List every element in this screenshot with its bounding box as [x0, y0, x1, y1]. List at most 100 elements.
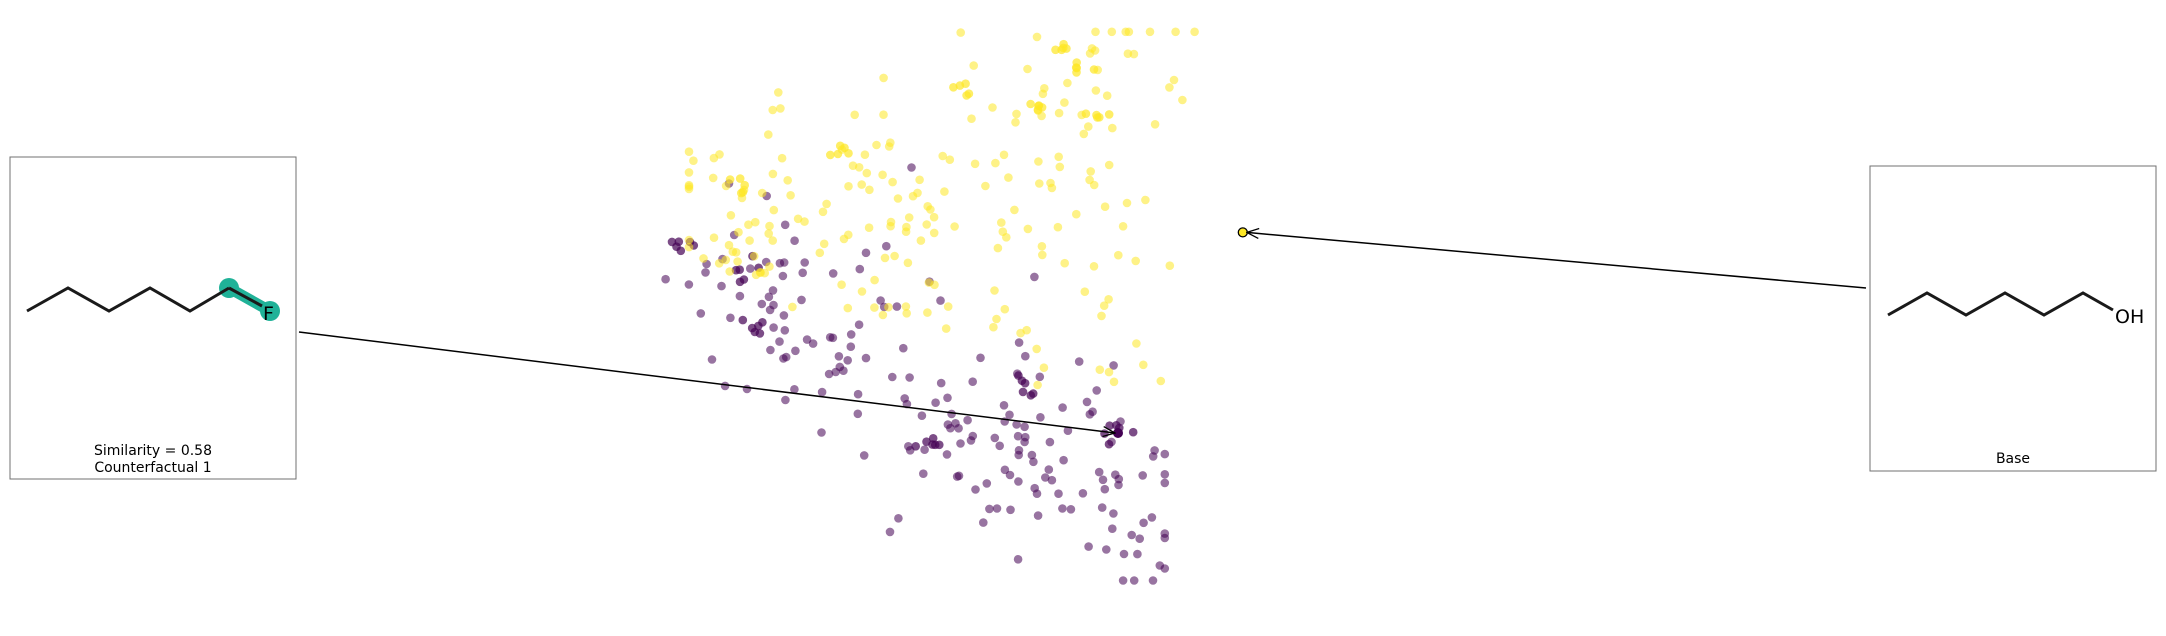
scatter-point-class-0	[674, 237, 684, 246]
scatter-point-class-1	[1032, 344, 1041, 354]
scatter-point-class-0	[1082, 397, 1092, 407]
scatter-point-class-1	[941, 324, 951, 333]
scatter-point-class-1	[684, 235, 694, 245]
scatter-point-class-1	[901, 302, 911, 311]
scatter-point-class-1	[689, 156, 698, 165]
scatter-point-class-0	[1005, 410, 1014, 420]
scatter-point-class-0	[754, 321, 763, 331]
scatter-point-class-1	[1091, 27, 1100, 37]
scatter-point-class-1	[744, 220, 753, 229]
scatter-point-class-0	[968, 431, 978, 441]
scatter-point-class-1	[818, 207, 828, 217]
scatter-point-class-0	[1094, 467, 1104, 477]
scatter-point-class-1	[922, 220, 931, 229]
scatter-point-class-1	[879, 110, 888, 119]
scatter-point-class-0	[843, 356, 852, 365]
scatter-point-class-1	[709, 233, 719, 242]
scatter-point-class-1	[1033, 380, 1042, 390]
scatter-point-class-0	[828, 269, 838, 278]
scatter-point-class-0	[853, 389, 863, 399]
scatter-point-class-1	[970, 159, 980, 169]
scatter-point-class-0	[943, 393, 952, 403]
scatter-point-class-0	[1014, 446, 1024, 455]
scatter-point-class-0	[735, 291, 745, 301]
scatter-point-class-1	[999, 150, 1009, 160]
scatter-point-class-1	[967, 114, 976, 123]
scatter-point-class-1	[745, 236, 754, 245]
scatter-point-class-1	[949, 83, 958, 92]
scatter-point-class-0	[1127, 530, 1136, 540]
scatter-point-class-0	[846, 330, 856, 339]
base-panel: OH Base	[1869, 165, 2157, 472]
scatter-point-class-0	[661, 274, 670, 284]
scatter-point-class-0	[1133, 549, 1142, 559]
scatter-point-class-1	[950, 222, 959, 231]
scatter-point-class-1	[1108, 123, 1117, 133]
scatter-point-class-0	[971, 485, 980, 494]
scatter-point-class-1	[991, 158, 1000, 168]
scatter-point-class-0	[846, 342, 856, 352]
scatter-point-class-1	[1010, 205, 1019, 215]
scatter-point-class-0	[911, 442, 920, 451]
scatter-point-class-1	[862, 168, 872, 178]
scatter-point-class-1	[992, 314, 1001, 324]
scatter-point-class-1	[765, 262, 774, 271]
scatter-point-class-1	[1107, 27, 1117, 37]
scatter-point-class-0	[1102, 545, 1111, 554]
scatter-point-class-0	[1013, 555, 1023, 564]
scatter-point-class-0	[1104, 439, 1114, 449]
scatter-point-class-0	[717, 281, 726, 291]
scatter-point-class-1	[1040, 84, 1049, 93]
scatter-point-class-1	[1055, 162, 1065, 172]
scatter-point-class-0	[790, 236, 799, 245]
scatter-point-class-1	[916, 236, 926, 245]
scatter-point-class-0	[1045, 437, 1055, 447]
scatter-point-class-1	[848, 161, 858, 170]
scatter-point-class-1	[1092, 110, 1101, 120]
scatter-point-class-1	[955, 81, 965, 90]
scatter-point-class-1	[777, 153, 787, 163]
scatter-point-class-1	[699, 254, 708, 263]
scatter-point-class-0	[885, 527, 895, 537]
base-arrow	[1247, 232, 1867, 289]
scatter-point-class-0	[1160, 470, 1170, 479]
scatter-point-class-1	[1095, 365, 1105, 375]
scatter-point-class-1	[878, 170, 887, 180]
scatter-point-class-1	[1156, 376, 1166, 386]
scatter-point-class-1	[981, 181, 990, 191]
scatter-point-class-1	[1141, 195, 1150, 205]
scatter-point-class-1	[1060, 98, 1069, 107]
similarity-label: Similarity = 0.58	[94, 443, 212, 459]
scatter-point-class-0	[1029, 457, 1038, 467]
scatter-point-class-0	[684, 280, 694, 289]
scatter-point-class-0	[834, 352, 844, 361]
scatter-point-class-0	[1128, 427, 1138, 437]
scatter-point-class-1	[822, 199, 831, 209]
scatter-point-class-1	[1022, 325, 1031, 335]
scatter-point-class-1	[733, 257, 742, 266]
carbon-chain-bonds	[26, 286, 230, 313]
scatter-point-class-0	[768, 286, 778, 295]
scatter-point-class-1	[1132, 339, 1141, 348]
scatter-point-class-0	[1013, 431, 1023, 441]
scatter-point-class-1	[864, 223, 874, 232]
scatter-point-class-0	[861, 353, 871, 363]
scatter-point-class-0	[766, 345, 775, 355]
scatter-point-class-0	[1135, 534, 1144, 543]
scatter-point-class-1	[923, 308, 932, 317]
scatter-point-class-0	[696, 309, 706, 318]
scatter-point-class-1	[714, 259, 724, 268]
scatter-point-class-0	[835, 362, 845, 372]
scatter-point-class-1	[884, 302, 893, 312]
scatter-point-class-0	[982, 479, 992, 488]
base-molecule: OH	[1887, 291, 2144, 328]
scatter-point-class-0	[992, 504, 1002, 513]
scatter-point-class-0	[1092, 386, 1101, 395]
base-panel-frame	[1869, 165, 2157, 472]
scatter-point-class-1	[962, 91, 971, 100]
scatter-point-class-0	[707, 355, 717, 364]
scatter-point-class-1	[728, 247, 738, 256]
scatter-point-class-1	[768, 236, 777, 245]
scatter-point-class-1	[990, 286, 999, 295]
scatter-point-class-0	[859, 451, 869, 460]
